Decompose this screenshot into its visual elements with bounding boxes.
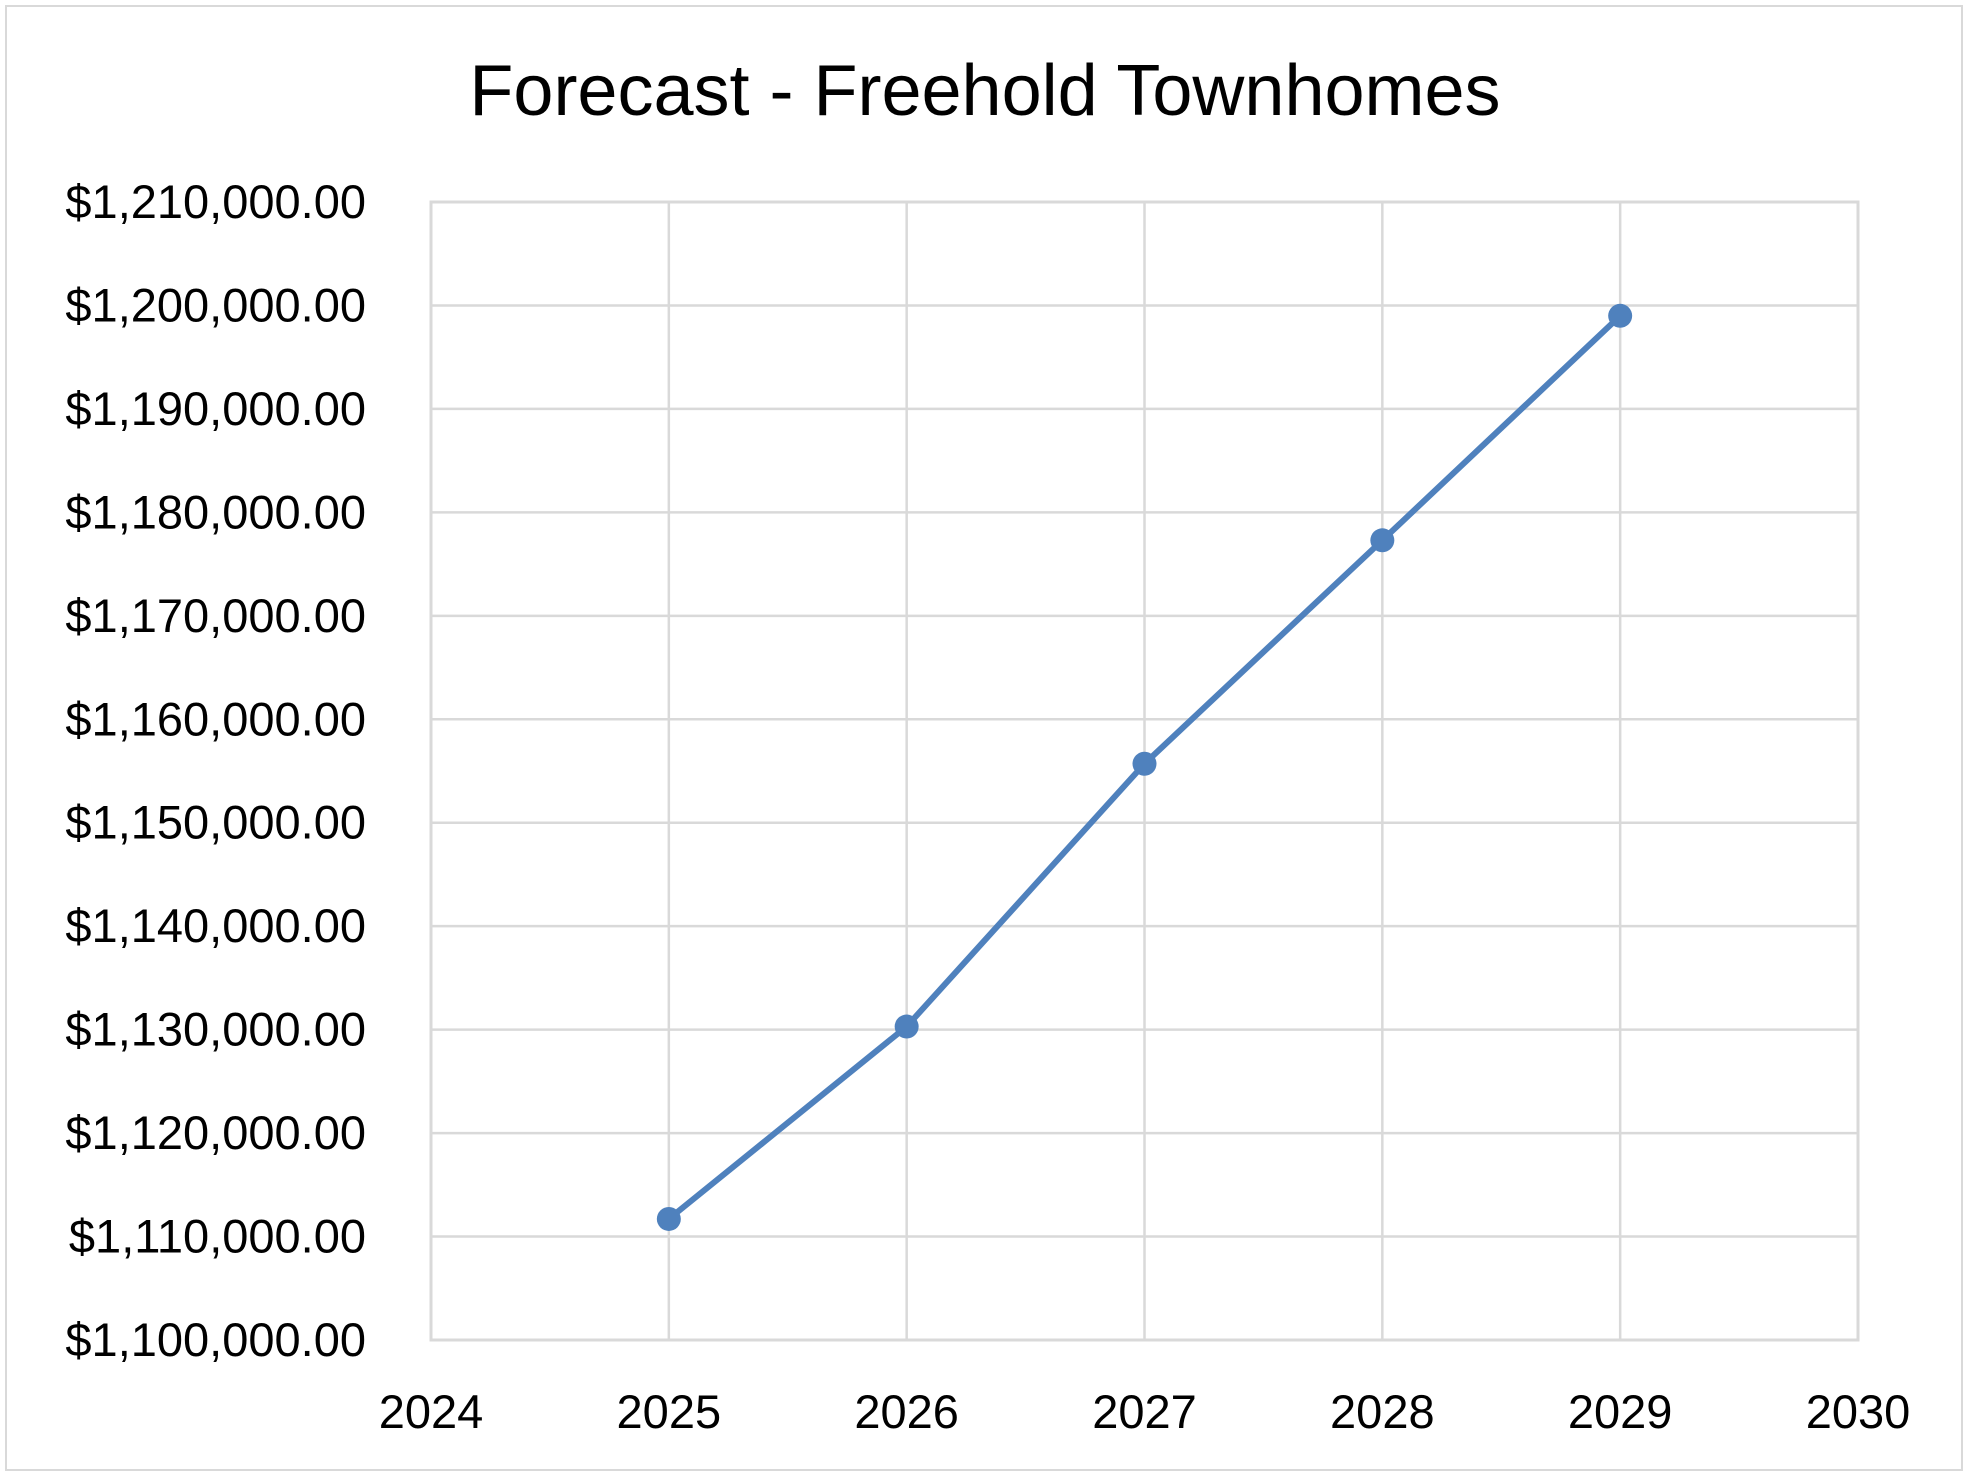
data-point [1132, 751, 1157, 776]
y-axis-tick-labels: $1,100,000.00 $1,110,000.00 $1,120,000.00 $… [65, 175, 366, 1366]
x-tick-label: 2030 [1806, 1385, 1911, 1438]
y-tick-label: $1,130,000.00 [65, 1003, 366, 1056]
data-point [894, 1014, 919, 1039]
y-tick-label: $1,210,000.00 [65, 175, 366, 228]
data-point [656, 1206, 681, 1231]
x-tick-label: 2026 [854, 1385, 959, 1438]
x-tick-label: 2028 [1330, 1385, 1435, 1438]
y-tick-label: $1,190,000.00 [65, 382, 366, 435]
series-layer [656, 303, 1633, 1231]
y-tick-label: $1,150,000.00 [65, 796, 366, 849]
y-tick-label: $1,100,000.00 [65, 1313, 366, 1366]
y-tick-label: $1,180,000.00 [65, 485, 366, 538]
x-tick-label: 2024 [379, 1385, 484, 1438]
x-axis-tick-labels: 2024 2025 2026 2027 2028 2029 2030 [379, 1385, 1911, 1438]
y-tick-label: $1,200,000.00 [65, 278, 366, 331]
data-point [1608, 303, 1633, 328]
x-tick-label: 2025 [617, 1385, 722, 1438]
y-tick-label: $1,120,000.00 [65, 1106, 366, 1159]
y-tick-label: $1,140,000.00 [65, 899, 366, 952]
plot-area-border [429, 200, 1860, 1342]
chart-frame [5, 5, 1963, 1471]
data-point [1370, 528, 1395, 553]
y-tick-label: $1,170,000.00 [65, 589, 366, 642]
y-tick-label: $1,160,000.00 [65, 692, 366, 745]
chart-title: Forecast - Freehold Townhomes [469, 51, 1500, 131]
x-tick-label: 2027 [1092, 1385, 1197, 1438]
y-tick-label: $1,110,000.00 [69, 1210, 366, 1263]
x-tick-label: 2029 [1568, 1385, 1673, 1438]
